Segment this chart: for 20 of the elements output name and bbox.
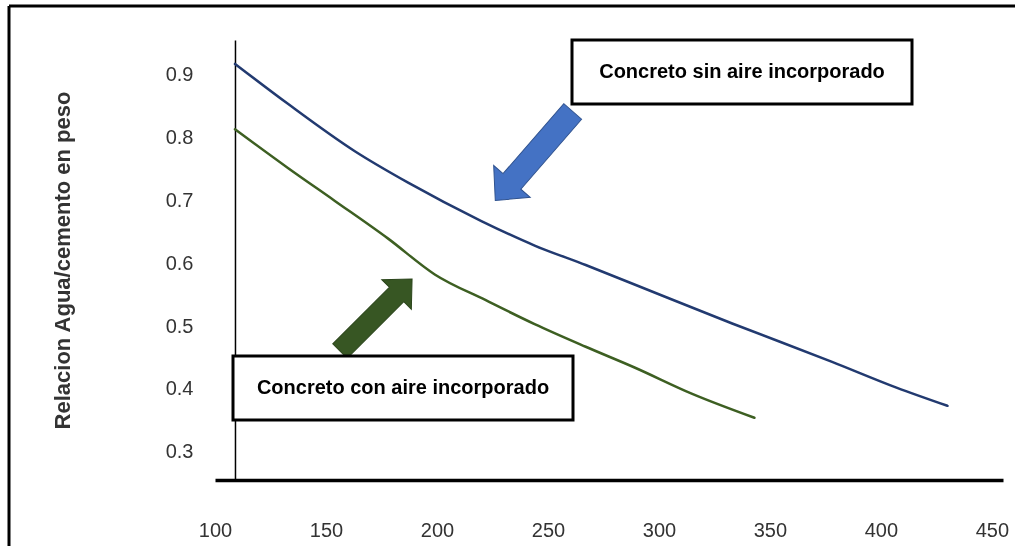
y-tick-label: 0.5 bbox=[165, 314, 194, 337]
y-axis-title: Relacion Agua/cemento en peso bbox=[50, 91, 76, 430]
x-tick-label: 200 bbox=[420, 518, 455, 541]
y-tick-label: 0.9 bbox=[165, 63, 194, 86]
x-tick-label: 400 bbox=[864, 518, 899, 541]
annotation: Concreto con aire incorporado bbox=[256, 376, 550, 398]
x-tick-label: 100 bbox=[198, 518, 233, 541]
y-tick-label: 0.6 bbox=[165, 251, 194, 274]
line-series bbox=[233, 62, 949, 408]
y-tick-label: 0.4 bbox=[165, 377, 194, 400]
x-tick-label: 350 bbox=[753, 518, 788, 541]
x-tick-label: 300 bbox=[642, 518, 677, 541]
x-tick-label: 450 bbox=[975, 518, 1010, 541]
line-series bbox=[233, 128, 756, 420]
x-tick-label: 150 bbox=[309, 518, 344, 541]
annotation: Concreto sin aire incorporado bbox=[599, 60, 885, 82]
y-tick-label: 0.3 bbox=[165, 440, 194, 463]
y-tick-label: 0.8 bbox=[165, 125, 194, 148]
y-tick-label: 0.7 bbox=[165, 188, 194, 211]
x-tick-label: 250 bbox=[531, 518, 566, 541]
